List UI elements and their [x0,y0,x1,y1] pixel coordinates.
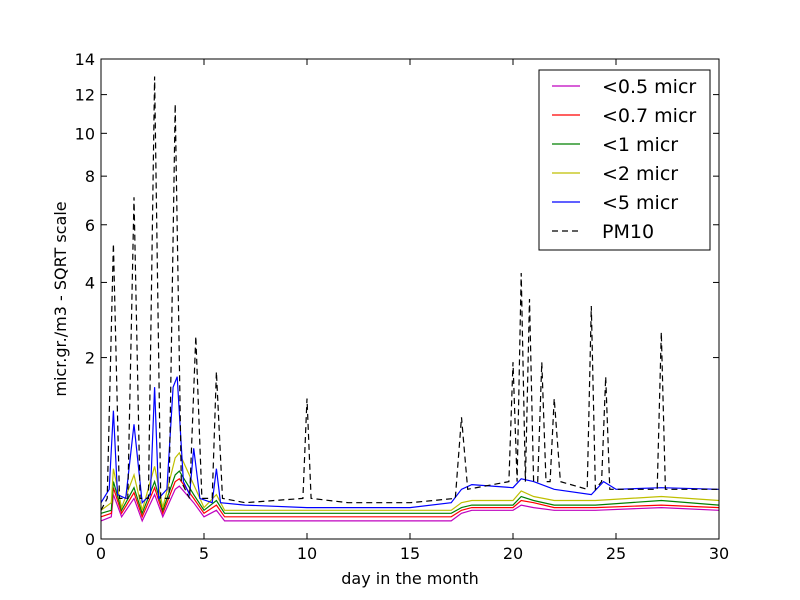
x-tick-label: 25 [606,544,626,563]
legend-label: <1 micr [602,134,678,156]
series-line-2 [100,470,720,516]
x-tick-label: 10 [297,544,317,563]
legend-box [538,69,711,251]
x-axis-label: day in the month [341,569,478,588]
series-line-4 [100,376,720,509]
y-tick-label: 8 [85,167,95,186]
x-tick-label: 0 [96,544,106,563]
legend-label: <0.7 micr [602,105,696,127]
x-tick-label: 15 [400,544,420,563]
legend-label: <2 micr [602,163,678,185]
series-line-1 [100,477,720,519]
series-line-3 [100,451,720,511]
y-tick-label: 12 [75,86,95,105]
legend-label: <5 micr [602,192,678,214]
x-tick-label: 30 [709,544,729,563]
y-tick-label: 10 [75,124,95,143]
series-line-0 [100,485,720,523]
series-line-5 [100,76,719,511]
x-tick-label: 20 [503,544,523,563]
y-axis-label: micr.gr./m3 - SQRT scale [51,201,70,396]
legend-label: <0.5 micr [602,76,696,98]
y-tick-label: 0 [85,530,95,549]
y-tick-label: 14 [75,50,95,69]
tick-layer: 0 5 10 15 20 25 30 0 2 4 6 8 10 12 14 [75,50,730,563]
x-tick-label: 5 [199,544,209,563]
y-tick-label: 4 [85,273,95,292]
y-tick-label: 6 [85,216,95,235]
legend-label: PM10 [602,221,654,243]
series-layer [100,76,720,523]
y-tick-label: 2 [85,349,95,368]
legend: <0.5 micr <0.7 micr <1 micr <2 micr <5 micr P… [538,69,711,251]
